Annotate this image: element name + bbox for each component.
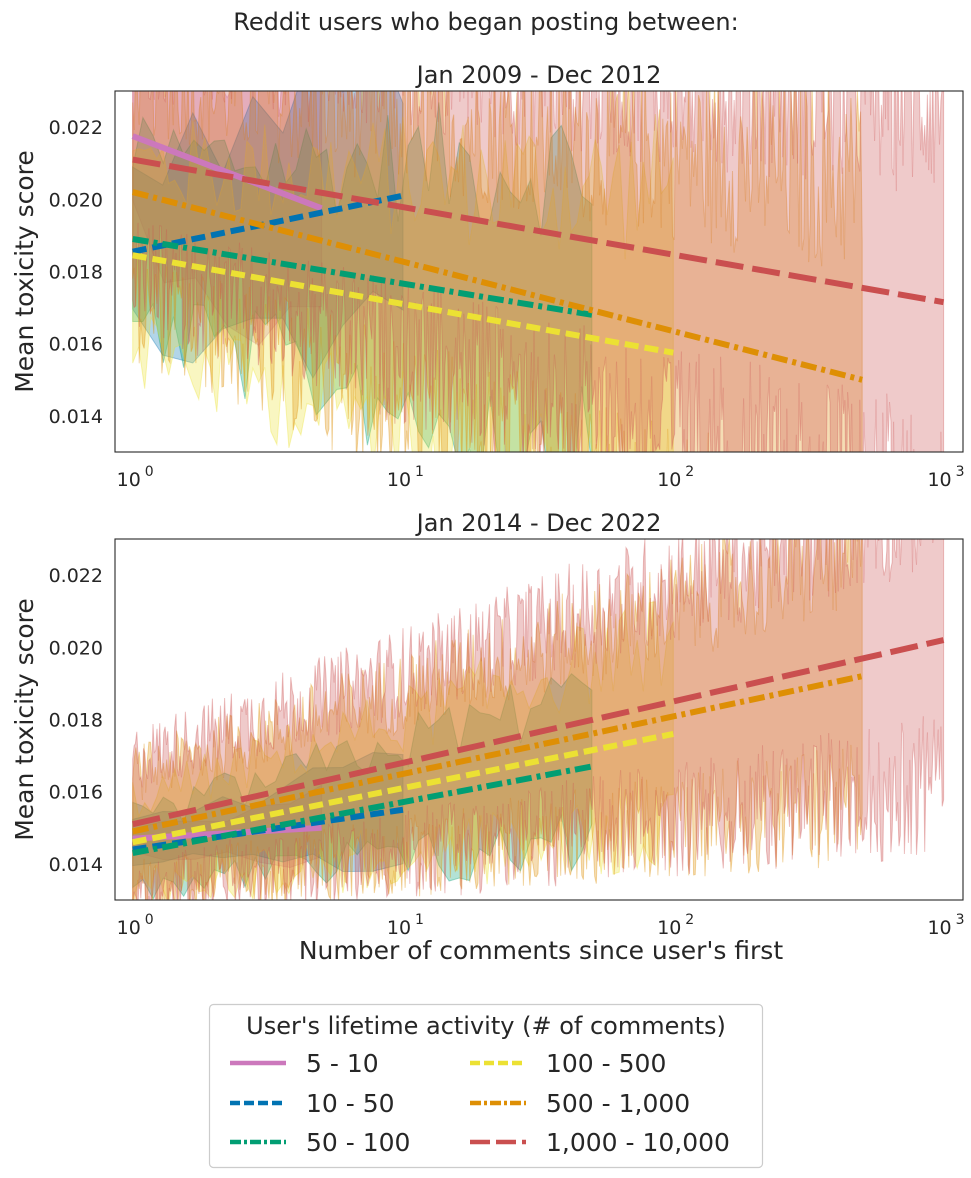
x-tick-exponent: 1 [415,464,424,480]
x-tick-label: 10 [927,469,951,491]
y-axis-label: Mean toxicity score [10,598,39,841]
legend: User's lifetime activity (# of comments)… [208,1003,764,1169]
x-tick-label: 10 [387,469,411,491]
trend-line-5-10 [131,133,323,212]
x-tick-label: 10 [927,917,951,939]
y-tick-label: 0.014 [49,406,103,428]
ci-band-50-100 [132,672,593,900]
panel-title: Jan 2014 - Dec 2022 [415,509,662,537]
legend-label-100-500: 100 - 500 [546,1049,666,1078]
chart-panel-top: Jan 2009 - Dec 2012 0.014 0.016 0.018 0.020 0… [10,61,965,491]
x-tick-label: 10 [117,469,141,491]
x-tick-exponent: 3 [956,912,965,928]
x-tick-exponent: 3 [956,464,965,480]
trend-line-1-000-10-000 [132,637,945,828]
legend-box [208,1003,764,1169]
trend-line-500-1-000 [132,673,863,835]
y-tick-label: 0.014 [49,854,103,876]
ci-band-500-1-000 [132,539,863,900]
plot-frame [114,90,964,453]
y-tick-label: 0.018 [49,262,103,284]
y-tick-label: 0.018 [49,710,103,732]
panel-title: Jan 2009 - Dec 2012 [415,61,662,89]
ci-band-5-10 [132,784,323,869]
legend-label-50-100: 50 - 100 [306,1128,410,1157]
x-tick-exponent: 2 [685,912,694,928]
x-tick-label: 10 [117,917,141,939]
figure-suptitle: Reddit users who began posting between: [233,8,738,36]
x-axis-label: Number of comments since user's first [299,936,783,965]
trend-line-50-100 [132,236,593,318]
legend-label-5-10: 5 - 10 [306,1049,379,1078]
legend-label-10-50: 10 - 50 [306,1089,395,1118]
chart-panel-bottom: Jan 2014 - Dec 2022 0.014 0.016 0.018 0.020 0… [10,509,965,965]
x-tick-exponent: 0 [145,464,154,480]
trend-lines [132,637,945,857]
trend-line-1-000-10-000 [132,156,945,306]
trend-line-100-500 [132,730,674,846]
ci-band-1-000-10-000 [132,91,945,452]
y-tick-label: 0.022 [49,117,103,139]
x-tick-label: 10 [657,469,681,491]
x-tick-exponent: 1 [415,912,424,928]
legend-label-1-000-10-000: 1,000 - 10,000 [546,1128,730,1157]
trend-line-10-50 [132,806,404,853]
legend-label-500-1-000: 500 - 1,000 [546,1089,690,1118]
trend-lines [131,133,945,383]
y-tick-label: 0.016 [49,334,103,356]
ci-band-100-500 [132,601,674,900]
y-axis-label: Mean toxicity score [10,150,39,393]
x-tick-label: 10 [387,917,411,939]
plot-frame [114,538,964,901]
y-tick-label: 0.020 [49,189,103,211]
ci-band-1-000-10-000 [132,539,945,900]
x-tick-label: 10 [657,917,681,939]
trend-line-100-500 [132,252,674,356]
x-tick-exponent: 2 [685,464,694,480]
x-tick-exponent: 0 [145,912,154,928]
ci-band-500-1-000 [132,91,863,452]
trend-line-50-100 [132,763,593,857]
y-tick-label: 0.020 [49,637,103,659]
y-tick-label: 0.022 [49,565,103,587]
legend-title: User's lifetime activity (# of comments) [246,1012,726,1040]
y-tick-label: 0.016 [49,782,103,804]
trend-line-500-1-000 [131,189,863,383]
ci-bands [132,539,945,900]
trend-line-10-50 [132,192,404,255]
